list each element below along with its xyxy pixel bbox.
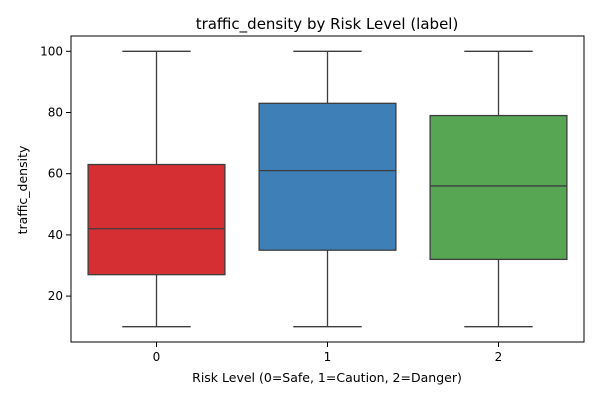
y-tick-label-100: 100 (40, 44, 63, 58)
y-tick-label-60: 60 (48, 167, 63, 181)
box-category-1 (258, 102, 397, 251)
x-axis-label: Risk Level (0=Safe, 1=Caution, 2=Danger) (192, 370, 462, 385)
x-tick-label-1: 1 (324, 350, 332, 364)
y-tick-label-80: 80 (48, 106, 63, 120)
y-tick-label-40: 40 (48, 228, 63, 242)
x-tick-label-0: 0 (153, 350, 161, 364)
x-tick-label-2: 2 (495, 350, 503, 364)
plot-area: 20 40 60 80 100 0 1 2 (40, 35, 585, 364)
box-category-0 (87, 163, 226, 276)
box-category-2 (429, 114, 568, 261)
y-tick-label-20: 20 (48, 289, 63, 303)
chart-title: traffic_density by Risk Level (label) (196, 15, 459, 34)
y-axis-label: traffic_density (15, 145, 30, 234)
